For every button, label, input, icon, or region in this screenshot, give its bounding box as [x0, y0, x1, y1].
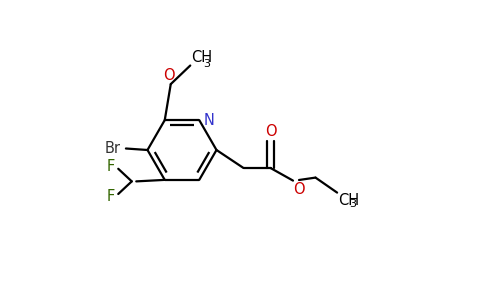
Text: F: F	[107, 159, 115, 174]
Text: F: F	[107, 189, 115, 204]
Text: 3: 3	[349, 199, 356, 208]
Text: CH: CH	[338, 193, 359, 208]
Text: O: O	[265, 124, 276, 139]
Text: O: O	[294, 182, 305, 197]
Text: 3: 3	[203, 58, 210, 68]
Text: N: N	[203, 112, 214, 128]
Text: CH: CH	[191, 50, 212, 65]
Text: Br: Br	[105, 141, 121, 156]
Text: O: O	[164, 68, 175, 83]
